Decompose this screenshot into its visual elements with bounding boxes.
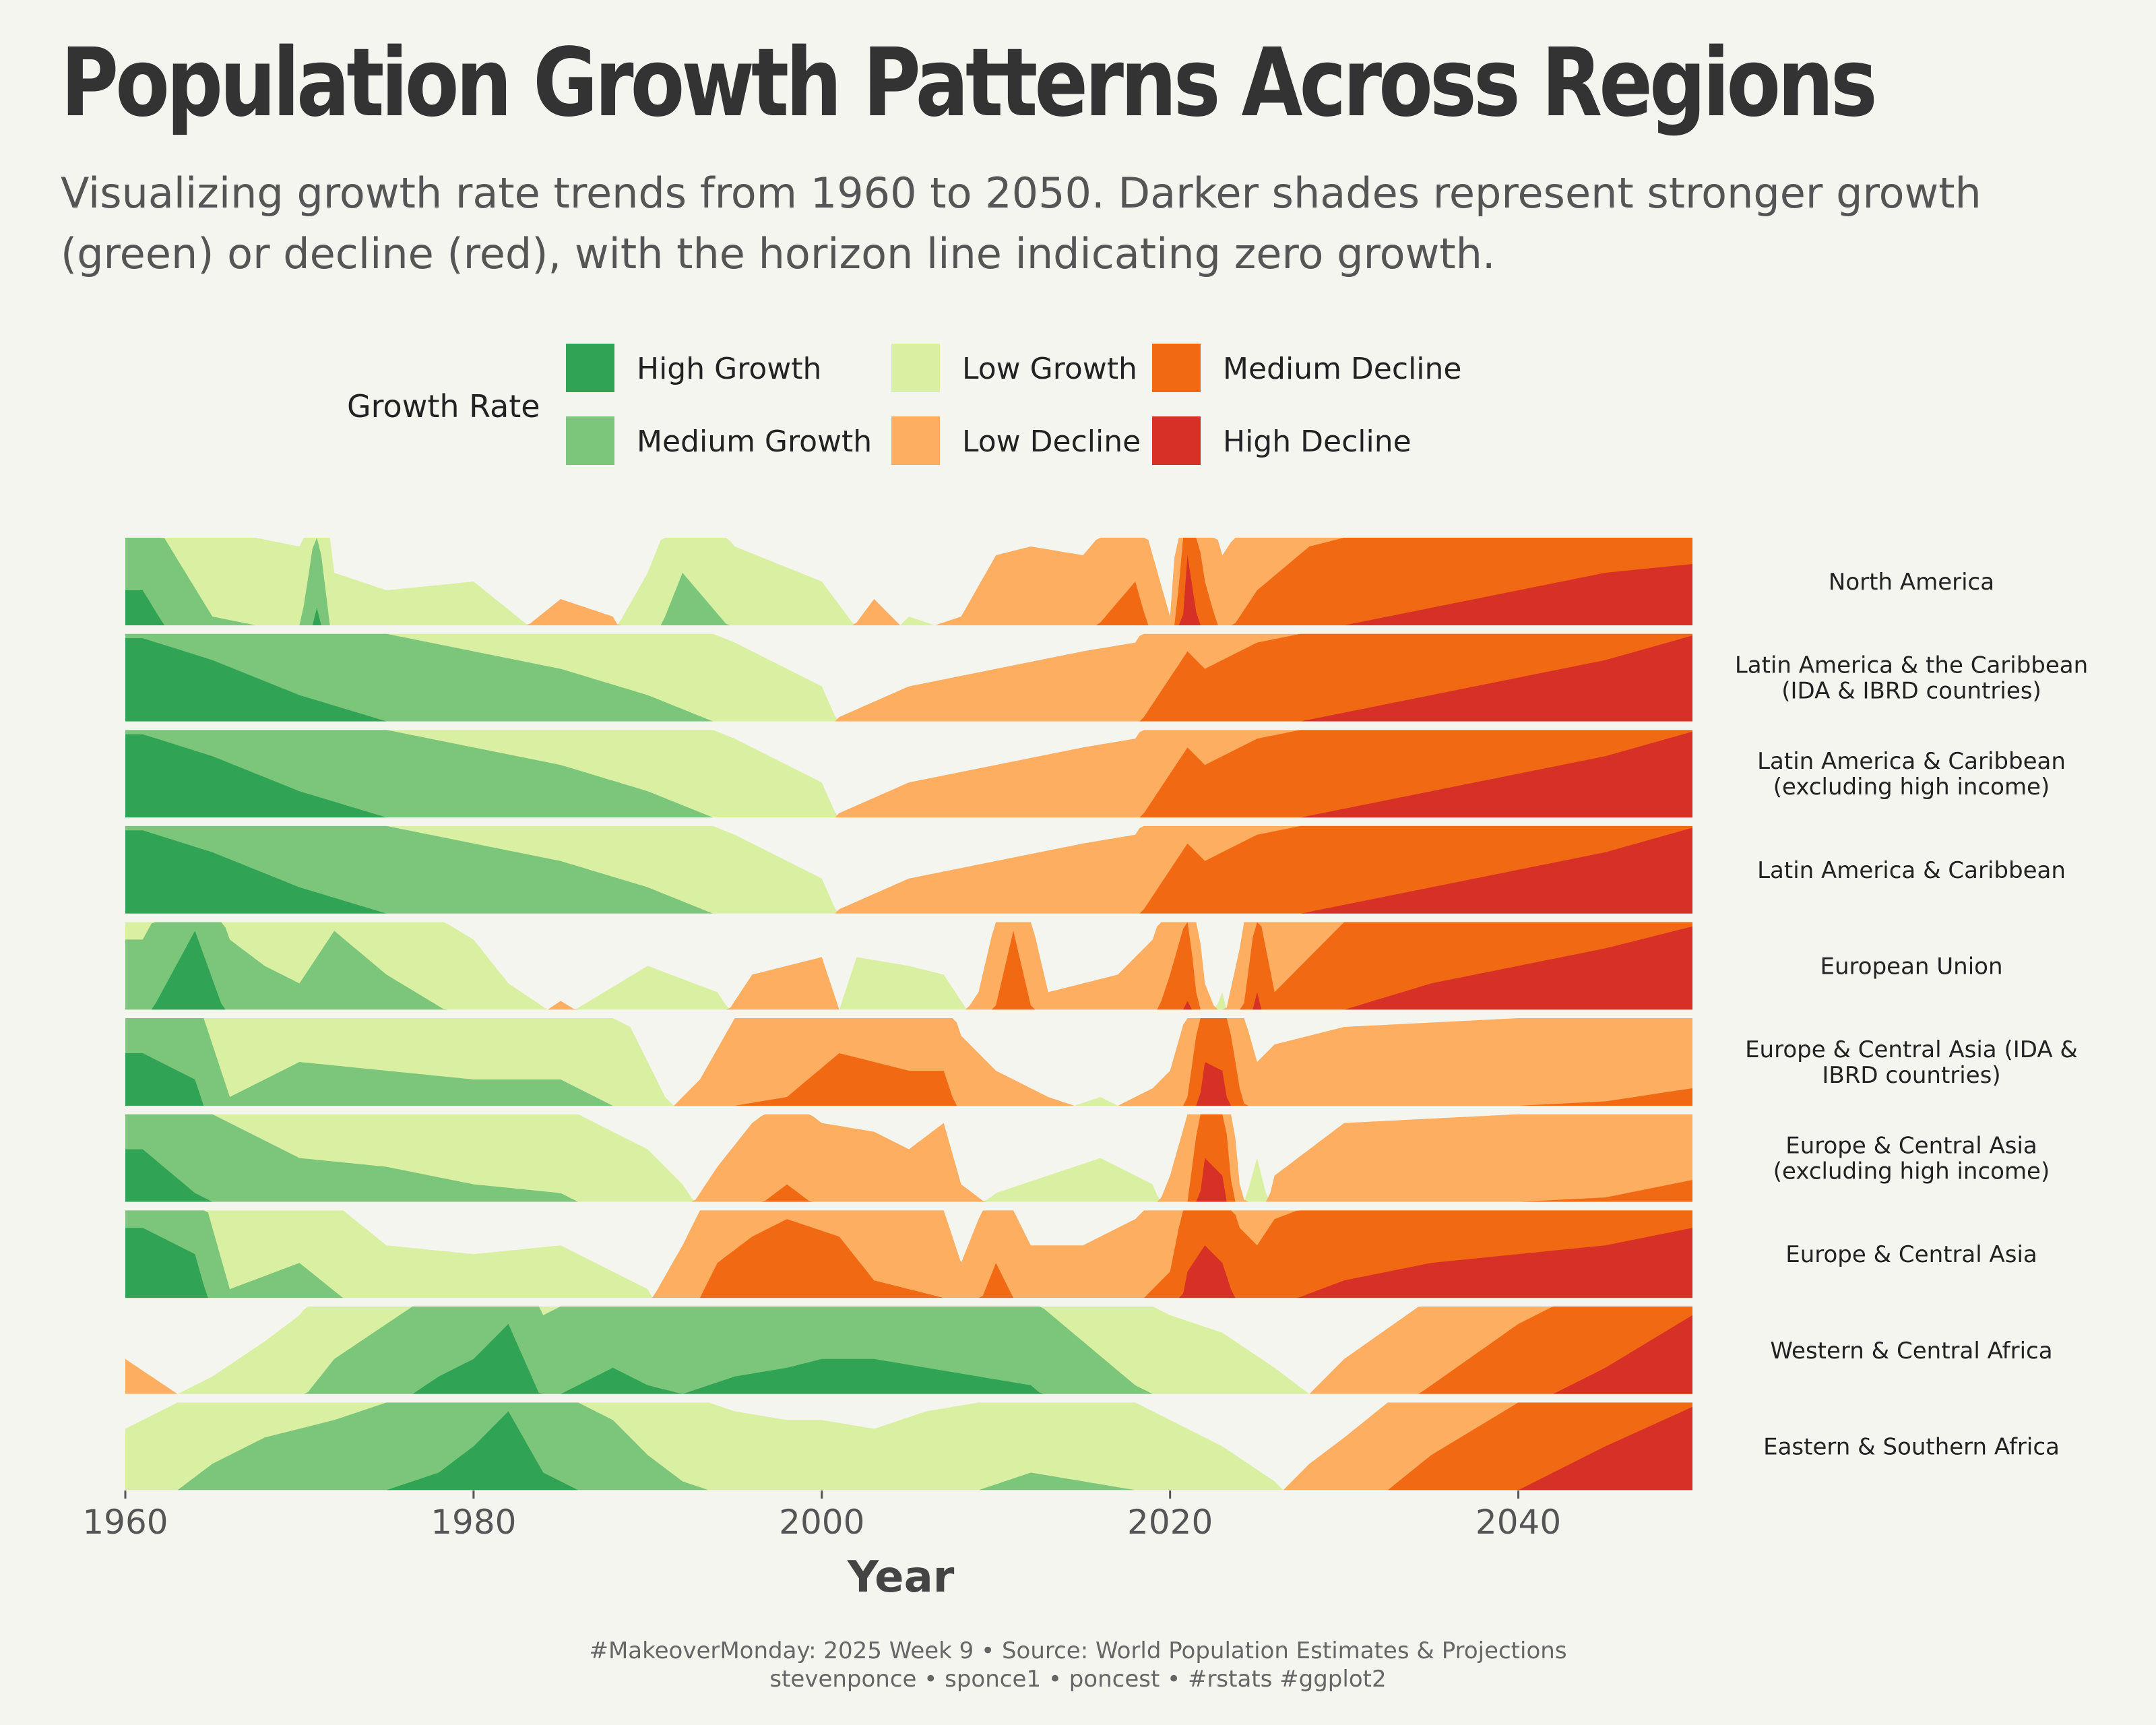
band-medium-growth — [125, 825, 1692, 914]
band-medium-growth — [125, 730, 1692, 818]
row-label: Latin America & Caribbean (excluding high… — [1757, 748, 2066, 801]
band-low-growth — [125, 922, 1692, 1010]
legend-label: High Growth — [637, 352, 822, 386]
horizon-row: North America — [125, 538, 1994, 625]
row-label: Europe & Central Asia (IDA & IBRD countri… — [1745, 1036, 2078, 1089]
band-low-growth — [125, 538, 1692, 625]
row-label: Latin America & the Caribbean (IDA & IBRD… — [1735, 652, 2088, 705]
row-label: Eastern & Southern Africa — [1763, 1433, 2060, 1460]
band-high-decline — [125, 926, 1692, 1010]
band-medium-growth — [125, 922, 1692, 1010]
caption-line2: stevenponce • sponce1 • poncest • #rstat… — [769, 1666, 1387, 1693]
legend-swatch — [566, 344, 614, 392]
page-title: Population Growth Patterns Across Region… — [61, 28, 1878, 138]
row-label: Western & Central Africa — [1770, 1338, 2052, 1365]
band-low-growth — [125, 1210, 1692, 1298]
horizon-row: European Union — [125, 922, 2003, 1010]
band-medium-decline — [125, 1306, 1692, 1394]
legend-swatch — [566, 416, 614, 465]
legend-label: Medium Growth — [637, 425, 873, 459]
legend: Growth Rate High Growth Medium Growth Lo… — [347, 344, 1533, 478]
horizon-row: Europe & Central Asia — [125, 1210, 2037, 1298]
band-high-growth — [125, 1323, 1692, 1394]
x-tick-label: 2020 — [1127, 1503, 1213, 1542]
caption-line1: #MakeoverMonday: 2025 Week 9 • Source: W… — [589, 1637, 1567, 1664]
legend-label: Low Growth — [962, 352, 1137, 386]
legend-label: High Decline — [1223, 425, 1412, 459]
band-high-growth — [125, 734, 1692, 818]
legend-label: Low Decline — [962, 425, 1141, 459]
row-label: Latin America & Caribbean — [1757, 857, 2066, 884]
legend-swatch — [1152, 344, 1201, 392]
band-high-growth — [125, 830, 1692, 914]
horizon-row: Western & Central Africa — [125, 1306, 2053, 1394]
horizon-row: Latin America & Caribbean — [125, 825, 2066, 914]
band-medium-decline — [125, 922, 1692, 1010]
band-medium-growth — [125, 633, 1692, 722]
horizon-row: Europe & Central Asia (excluding high inc… — [125, 1114, 2050, 1202]
x-tick-label: 2040 — [1476, 1503, 1561, 1542]
band-high-growth — [125, 638, 1692, 722]
legend-swatch — [1152, 416, 1201, 465]
legend-swatch — [891, 416, 940, 465]
band-low-decline — [125, 1018, 1692, 1106]
band-medium-growth — [125, 1114, 1692, 1202]
x-tick-label: 1960 — [82, 1503, 168, 1542]
row-label: Europe & Central Asia (excluding high inc… — [1773, 1133, 2050, 1185]
legend-label: Medium Decline — [1223, 352, 1462, 386]
horizon-row: Latin America & the Caribbean (IDA & IBRD… — [125, 633, 2088, 722]
band-high-decline — [125, 555, 1692, 625]
band-medium-decline — [125, 633, 1692, 722]
legend-title: Growth Rate — [347, 388, 540, 425]
row-label: North America — [1829, 569, 1994, 596]
band-medium-decline — [125, 1210, 1692, 1298]
band-medium-decline — [125, 825, 1692, 914]
band-medium-growth — [125, 1018, 1692, 1106]
horizon-row: Europe & Central Asia (IDA & IBRD countri… — [125, 1018, 2078, 1106]
band-high-decline — [125, 1406, 1692, 1491]
page-subtitle: Visualizing growth rate trends from 1960… — [61, 168, 1981, 278]
band-medium-decline — [125, 538, 1692, 625]
band-high-decline — [125, 827, 1692, 914]
legend-swatch — [891, 344, 940, 392]
x-tick-label: 1980 — [431, 1503, 516, 1542]
horizon-row: Latin America & Caribbean (excluding high… — [125, 730, 2066, 818]
x-tick-label: 2000 — [779, 1503, 864, 1542]
band-medium-decline — [125, 730, 1692, 818]
horizon-row: Eastern & Southern Africa — [125, 1402, 2060, 1491]
band-high-decline — [125, 731, 1692, 818]
row-label: European Union — [1820, 953, 2003, 980]
row-label: Europe & Central Asia — [1785, 1241, 2037, 1268]
band-medium-growth — [125, 1210, 1692, 1298]
x-axis-label: Year — [847, 1552, 955, 1602]
band-high-decline — [125, 635, 1692, 722]
band-high-growth — [125, 1411, 1692, 1491]
band-low-growth — [125, 1114, 1692, 1202]
band-medium-decline — [125, 1018, 1692, 1106]
band-high-decline — [125, 1228, 1692, 1298]
band-low-decline — [125, 1114, 1692, 1202]
